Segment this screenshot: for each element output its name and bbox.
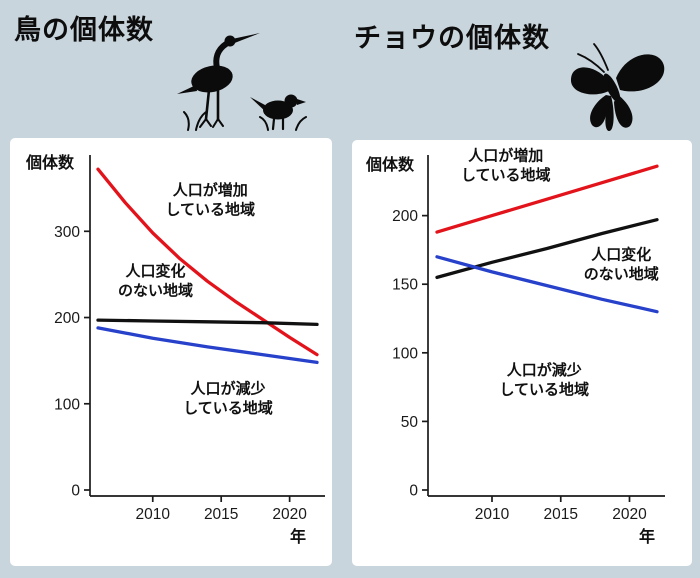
x-tick-label: 2010 — [475, 506, 510, 523]
birds-silhouette-icon — [177, 33, 307, 131]
axes — [84, 155, 325, 502]
x-tick-label: 2010 — [136, 506, 171, 523]
series-line-population-increase — [435, 164, 659, 234]
y-axis-title: 個体数 — [25, 153, 75, 172]
series-line-population-increase — [96, 167, 319, 357]
annotation-population-stable: のない地域 — [584, 265, 659, 283]
butterflies-chart-title: チョウの個体数 — [354, 23, 550, 53]
birds-chart-panel: 0 100 200 300 2010 2015 2020 個体数年人口が増加 している地域 人口変… — [10, 138, 332, 566]
butterfly-silhouette-icon — [570, 43, 665, 132]
annotation-population-decrease: している地域 — [183, 399, 273, 417]
annotation-population-stable: 人口変化 — [125, 262, 185, 280]
annotation-population-stable: のない地域 — [118, 282, 193, 300]
butterflies-chart-panel: 0 50 100 150 200 2010 2015 2020 個体数年人口が増加 している地域人… — [352, 140, 692, 566]
annotation-population-stable: 人口変化 — [591, 246, 651, 264]
y-tick-label: 50 — [401, 414, 419, 431]
annotation-population-decrease: 人口が減少 — [191, 379, 266, 397]
annotation-population-increase: 人口が増加 — [468, 147, 543, 165]
tick-labels: 0 50 100 150 200 2010 2015 2020 — [392, 208, 647, 523]
annotation-population-increase: している地域 — [461, 166, 551, 184]
x-tick-label: 2020 — [612, 506, 647, 523]
annotation-population-decrease: している地域 — [499, 380, 589, 398]
x-axis-title: 年 — [639, 527, 655, 546]
y-tick-label: 0 — [71, 483, 80, 500]
x-tick-label: 2015 — [204, 506, 238, 523]
series-line-population-decrease — [96, 326, 319, 365]
y-tick-label: 300 — [54, 224, 80, 241]
annotation-population-increase: している地域 — [165, 201, 255, 219]
axes — [422, 155, 665, 502]
x-tick-label: 2020 — [272, 506, 307, 523]
tick-labels: 0 100 200 300 2010 2015 2020 — [54, 224, 307, 523]
birds-chart-title: 鳥の個体数 — [14, 15, 154, 45]
series-line-population-decrease — [435, 255, 659, 314]
annotation-population-increase: 人口が増加 — [173, 181, 248, 199]
series-line-population-stable — [96, 318, 319, 327]
y-tick-label: 100 — [54, 396, 80, 413]
y-tick-label: 150 — [392, 277, 418, 294]
y-tick-label: 100 — [392, 345, 418, 362]
annotation-population-decrease: 人口が減少 — [507, 361, 582, 379]
y-tick-label: 0 — [409, 483, 418, 500]
y-tick-label: 200 — [392, 208, 418, 225]
y-tick-label: 200 — [54, 310, 80, 327]
x-tick-label: 2015 — [544, 506, 578, 523]
y-axis-title: 個体数 — [365, 155, 415, 174]
x-axis-title: 年 — [290, 527, 306, 546]
